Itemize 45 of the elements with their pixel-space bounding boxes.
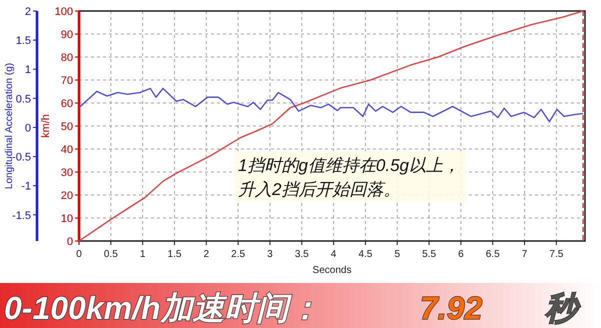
x-tick-label: 4.5 [358, 249, 373, 260]
y2-tick-label: 1.5 [16, 35, 31, 48]
x-axis-title: Seconds [312, 265, 352, 276]
y-tick-label: 80 [60, 52, 73, 64]
y-axis-title: km/h [40, 114, 52, 138]
x-tick-label: 0.5 [104, 249, 118, 260]
y2-tick-label: -0.5 [12, 152, 31, 164]
annotation: 升入2挡后开始回落。 [238, 180, 400, 199]
x-tick-label: 2.5 [231, 249, 246, 260]
x-tick-label: 6.5 [486, 249, 500, 260]
x-tick-label: 7 [522, 249, 528, 260]
text: 0-100km/h加速时间： [4, 290, 321, 326]
y2-tick-label: -1 [21, 180, 31, 193]
x-tick-label: 3.5 [294, 249, 310, 260]
y-tick-label: 10 [60, 213, 73, 225]
y2-tick-label: 1 [24, 64, 31, 76]
y-tick-label: 20 [60, 190, 73, 202]
text: 秒 [545, 290, 581, 326]
y-tick-label: 0 [66, 236, 73, 248]
x-tick-label: 5.5 [422, 249, 436, 260]
x-tick-label: 0 [76, 249, 82, 260]
x-tick-label: 1.5 [168, 249, 182, 260]
x-tick-label: 3 [267, 249, 274, 260]
y-tick-label: 40 [60, 144, 73, 156]
y-tick-label: 70 [60, 75, 73, 87]
x-tick-label: 5 [394, 249, 400, 260]
y2-tick-label: 0.5 [16, 93, 31, 106]
y2-tick-label: 2 [24, 6, 31, 18]
x-tick-label: 7.5 [549, 249, 564, 260]
x-tick-label: 4 [330, 249, 337, 260]
x-tick-label: 1 [140, 249, 146, 260]
y-tick-label: 100 [54, 6, 73, 18]
annotation: 1挡时的g值维持在0.5g以上， [238, 156, 460, 175]
y2-tick-label: 0 [24, 122, 31, 134]
x-tick-label: 6 [458, 249, 464, 260]
line-series [78, 10, 584, 242]
line-series [78, 88, 584, 122]
y2-tick-label: -1.5 [12, 210, 31, 222]
y-tick-label: 90 [60, 29, 73, 41]
y-tick-label: 30 [60, 167, 73, 179]
text: 7.92 [420, 290, 482, 326]
note: 1挡时的g值维持在0.5g以上， 升入2挡后开始回落。 [234, 151, 466, 201]
x-tick-label: 2 [204, 249, 210, 260]
y-tick-label: 60 [60, 98, 73, 110]
y-tick-label: 50 [60, 121, 73, 133]
